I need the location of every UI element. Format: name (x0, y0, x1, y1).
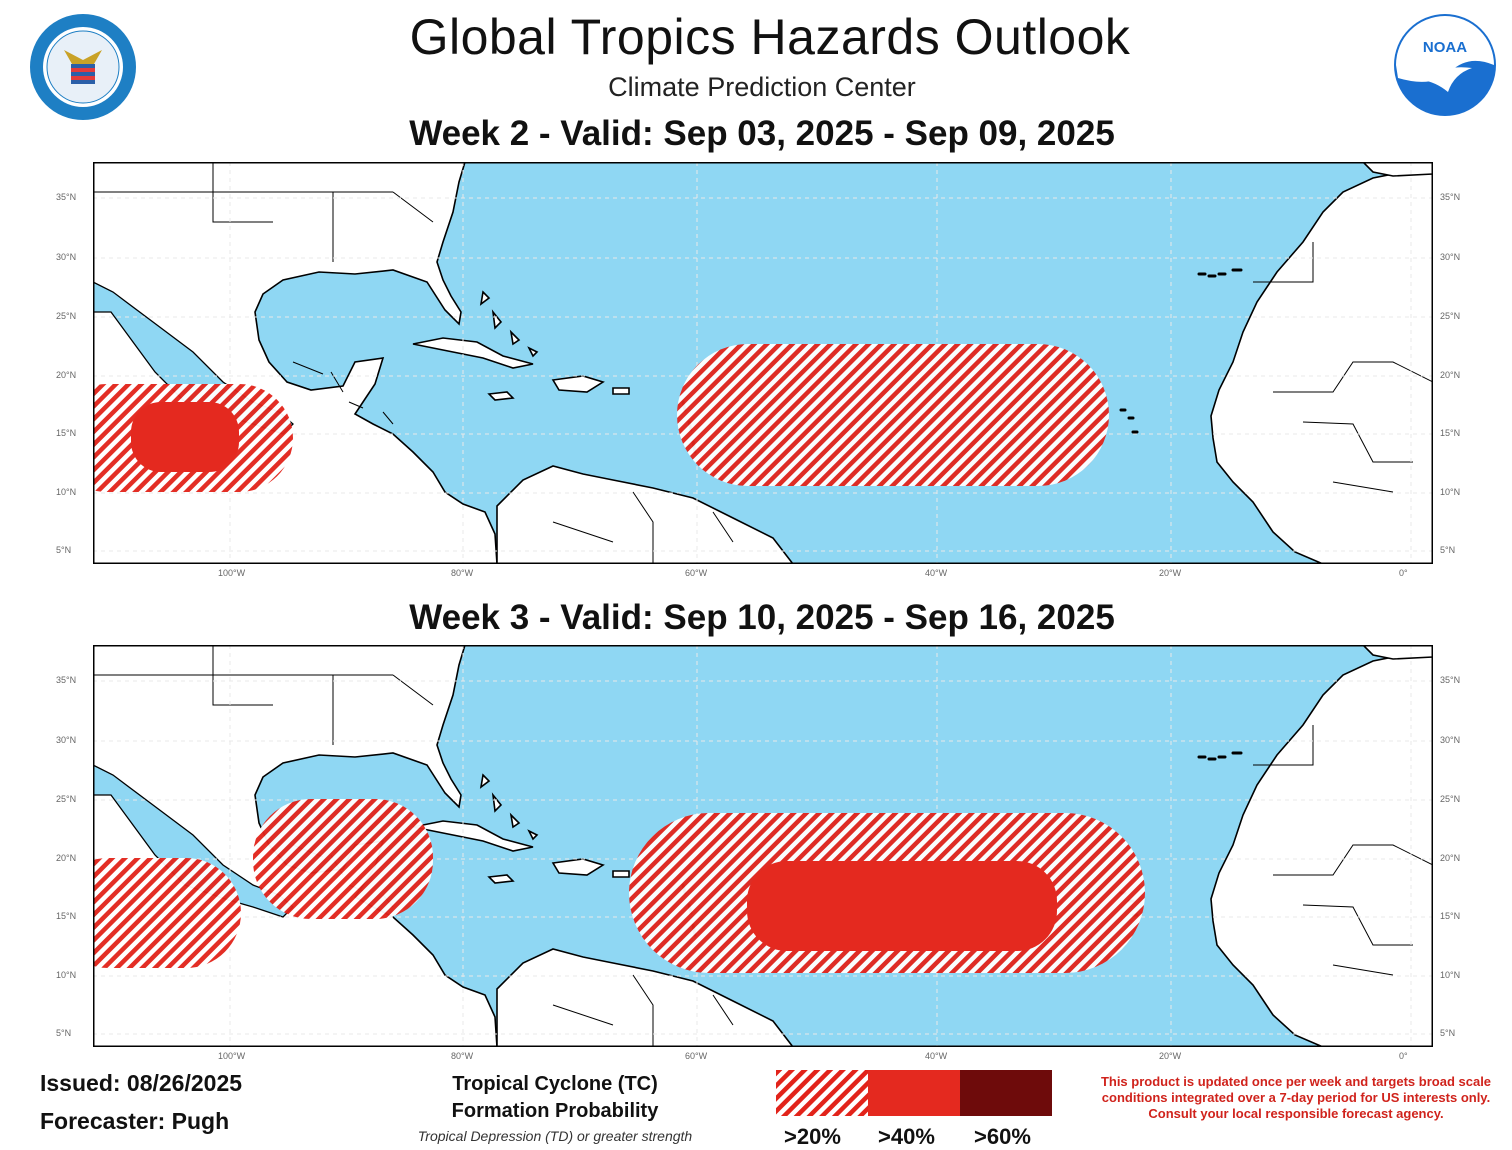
lon-label: 100°W (218, 1051, 246, 1061)
doc-seal-logo (28, 12, 138, 122)
lat-label: 30°N (1440, 735, 1461, 745)
lat-label: 25°N (56, 311, 77, 321)
week3-title: Week 3 - Valid: Sep 10, 2025 - Sep 16, 2… (409, 598, 1115, 637)
week2-title: Week 2 - Valid: Sep 03, 2025 - Sep 09, 2… (409, 114, 1115, 153)
week2-zone-east-pacific-40 (131, 402, 239, 472)
africa-land (1210, 162, 1433, 564)
legend-label-60: >60% (974, 1124, 1031, 1149)
lat-label: 35°N (1440, 675, 1461, 685)
canary-islands-land (1197, 751, 1243, 761)
hispaniola-land (551, 375, 605, 393)
week3-zone-atlantic-40 (747, 861, 1057, 951)
country-border-0 (93, 162, 393, 262)
lon-label: 40°W (925, 568, 948, 578)
south-america-land (496, 948, 795, 1047)
country-border-0 (93, 645, 393, 745)
puerto-rico-land (612, 387, 630, 395)
lat-label: 15°N (1440, 428, 1461, 438)
page-title: Global Tropics Hazards Outlook (409, 9, 1131, 65)
legend-label-20: >20% (784, 1124, 841, 1149)
hispaniola-land (551, 858, 605, 876)
legend-label-40: >40% (878, 1124, 935, 1149)
lat-label: 35°N (1440, 192, 1461, 202)
lat-label: 10°N (56, 970, 77, 980)
lat-label: 30°N (56, 735, 77, 745)
country-border-2 (1253, 725, 1433, 976)
legend-swatch-60 (960, 1070, 1052, 1116)
iberia-land (1361, 162, 1433, 177)
issued-date: Issued: 08/26/2025 (40, 1070, 243, 1096)
legend-title-line1: Tropical Cyclone (TC) (452, 1073, 658, 1095)
country-border-3 (552, 491, 734, 564)
country-border-1 (292, 191, 434, 425)
legend-title: Tropical Cyclone (TC) Formation Probabil… (400, 1071, 710, 1125)
lat-label: 25°N (1440, 311, 1461, 321)
lat-label: 10°N (56, 487, 77, 497)
week3-map (93, 645, 1433, 1047)
country-border-2 (1253, 242, 1433, 493)
africa-land (1210, 645, 1433, 1047)
lon-label: 80°W (451, 1051, 474, 1061)
lat-label: 15°N (56, 428, 77, 438)
puerto-rico-land (612, 870, 630, 878)
lat-label: 20°N (1440, 853, 1461, 863)
week2-map (93, 162, 1433, 564)
noaa-logo-text: NOAA (1423, 39, 1467, 56)
legend-title-line2: Formation Probability (451, 1100, 659, 1122)
week2-zone-central-atlantic-20 (677, 344, 1109, 486)
lon-label: 80°W (451, 568, 474, 578)
lat-label: 5°N (1440, 545, 1456, 555)
lat-label: 35°N (56, 675, 77, 685)
legend-swatch-20 (776, 1070, 868, 1116)
jamaica-land (487, 874, 515, 884)
lon-label: 0° (1399, 568, 1408, 578)
cape-verde-land (1119, 408, 1139, 434)
cuba-land (412, 337, 534, 369)
country-border-3 (552, 974, 734, 1047)
lon-label: 40°W (925, 1051, 948, 1061)
canary-islands-land (1197, 268, 1243, 278)
south-america-land (496, 465, 795, 564)
legend-swatches (776, 1070, 1052, 1116)
lon-label: 0° (1399, 1051, 1408, 1061)
lat-label: 20°N (1440, 370, 1461, 380)
lon-label: 20°W (1159, 1051, 1182, 1061)
disclaimer: This product is updated once per week an… (1100, 1074, 1492, 1121)
lat-label: 30°N (1440, 252, 1461, 262)
forecaster-name: Forecaster: Pugh (40, 1108, 230, 1134)
lat-label: 15°N (1440, 911, 1461, 921)
lat-label: 10°N (1440, 487, 1461, 497)
page-subtitle: Climate Prediction Center (608, 72, 916, 102)
bahamas-land (479, 290, 539, 358)
lat-label: 20°N (56, 370, 77, 380)
week3-zone-gulf-caribbean-20 (253, 799, 433, 919)
lat-label: 15°N (56, 911, 77, 921)
map-frame (93, 645, 1433, 1047)
lon-label: 60°W (685, 568, 708, 578)
bahamas-land (479, 773, 539, 841)
legend-swatch-40 (868, 1070, 960, 1116)
lat-label: 5°N (1440, 1028, 1456, 1038)
noaa-logo: NOAA (1392, 12, 1498, 118)
legend-note: Tropical Depression (TD) or greater stre… (417, 1128, 693, 1144)
lon-label: 100°W (218, 568, 246, 578)
lat-label: 20°N (56, 853, 77, 863)
lat-label: 25°N (1440, 794, 1461, 804)
lon-label: 60°W (685, 1051, 708, 1061)
lat-label: 5°N (56, 545, 72, 555)
lat-label: 35°N (56, 192, 77, 202)
lon-label: 20°W (1159, 568, 1182, 578)
cuba-land (412, 820, 534, 852)
iberia-land (1361, 645, 1433, 660)
jamaica-land (487, 391, 515, 401)
map-frame (93, 162, 1433, 564)
lat-label: 30°N (56, 252, 77, 262)
lat-label: 10°N (1440, 970, 1461, 980)
week3-zone-east-pacific-20 (93, 858, 241, 968)
lat-label: 5°N (56, 1028, 72, 1038)
lat-label: 25°N (56, 794, 77, 804)
